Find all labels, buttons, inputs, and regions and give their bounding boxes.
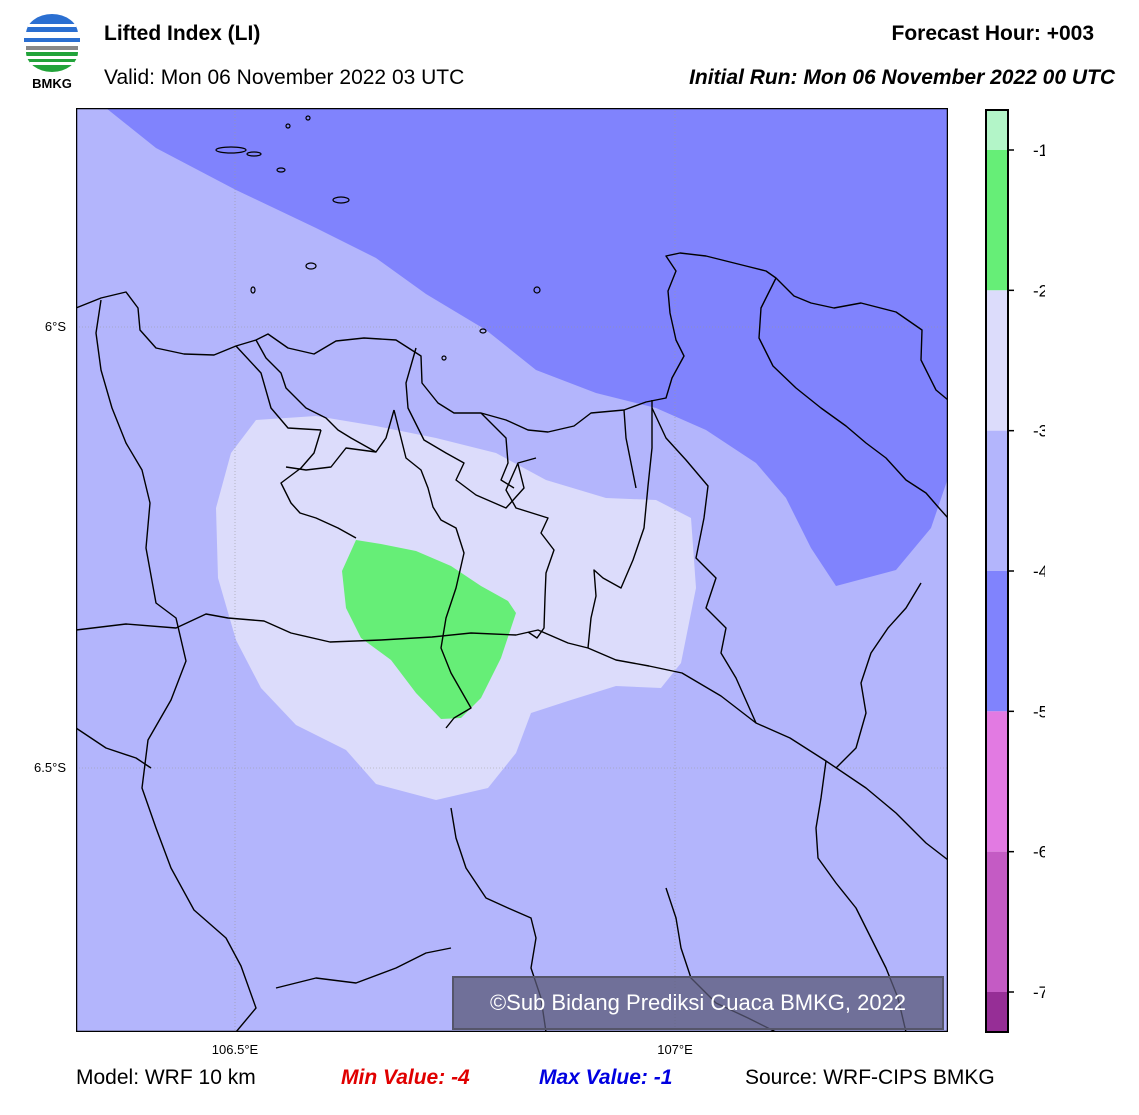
colorbar-segment [986, 110, 1008, 150]
colorbar-ticks: -1 -2 -3 -4 -5 -6 -7 [1008, 141, 1045, 1002]
lat-label-6-5s: 6.5°S [34, 760, 66, 775]
colorbar-tick-label: -3 [1033, 422, 1045, 441]
credit-box: ©Sub Bidang Prediksi Cuaca BMKG, 2022 [452, 976, 944, 1030]
valid-time: Valid: Mon 06 November 2022 03 UTC [104, 66, 465, 89]
boundaries [76, 252, 948, 1032]
colorbar-segment [986, 992, 1008, 1032]
lon-label-107e: 107°E [657, 1042, 693, 1057]
colorbar-tick-label: -2 [1033, 281, 1045, 300]
footer-source: Source: WRF-CIPS BMKG [745, 1066, 995, 1089]
map-gridlines [76, 108, 948, 1032]
footer-model: Model: WRF 10 km [76, 1066, 256, 1089]
coastline [76, 252, 948, 433]
colorbar-tick-label: -1 [1033, 141, 1045, 160]
li-band-minus2-green [342, 540, 516, 719]
lat-label-6s: 6°S [44, 319, 66, 334]
islands [215, 115, 541, 361]
colorbar-tick-label: -6 [1033, 843, 1045, 862]
colorbar-segment [986, 851, 1008, 992]
colorbar-segment [986, 571, 1008, 712]
bmkg-logo: BMKG [22, 12, 82, 92]
colorbar-segments [986, 110, 1008, 1032]
footer-max-value: Max Value: -1 [539, 1066, 673, 1089]
initial-run: Initial Run: Mon 06 November 2022 00 UTC [689, 66, 1115, 89]
colorbar-segment [986, 290, 1008, 431]
colorbar-tick-label: -5 [1033, 702, 1045, 721]
colorbar-segment [986, 150, 1008, 291]
li-map [76, 108, 948, 1032]
bmkg-logo-icon: BMKG [24, 14, 80, 91]
chart-title: Lifted Index (LI) [104, 22, 261, 45]
colorbar: -1 -2 -3 -4 -5 -6 -7 [985, 109, 1045, 1033]
colorbar-segment [986, 430, 1008, 571]
forecast-hour: Forecast Hour: +003 [891, 22, 1095, 45]
footer-min-value: Min Value: -4 [341, 1066, 470, 1089]
lon-label-106-5e: 106.5°E [211, 1042, 259, 1057]
li-band-minus4-north [106, 108, 948, 586]
colorbar-tick-label: -7 [1033, 983, 1045, 1002]
colorbar-segment [986, 711, 1008, 852]
logo-text: BMKG [32, 76, 72, 91]
colorbar-tick-label: -4 [1033, 562, 1045, 581]
